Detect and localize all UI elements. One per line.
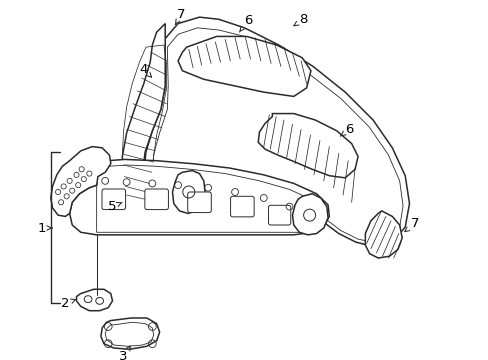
Polygon shape [122,23,165,203]
FancyBboxPatch shape [102,189,125,210]
Text: 8: 8 [293,13,307,26]
Polygon shape [76,289,112,311]
Polygon shape [178,36,310,96]
FancyBboxPatch shape [230,196,254,217]
Polygon shape [143,17,408,247]
Polygon shape [51,147,111,216]
Polygon shape [172,171,204,213]
Text: 6: 6 [340,123,353,136]
FancyBboxPatch shape [268,205,290,225]
Polygon shape [69,159,329,235]
Text: 3: 3 [119,346,130,360]
Text: 4: 4 [139,63,151,77]
Ellipse shape [84,296,92,302]
FancyBboxPatch shape [187,192,211,212]
Polygon shape [365,211,402,258]
Polygon shape [292,194,327,235]
Text: 7: 7 [175,9,185,24]
Text: 5: 5 [108,200,122,213]
Text: 1: 1 [38,221,52,234]
Text: 2: 2 [61,297,75,310]
Text: 6: 6 [239,14,252,32]
Text: 7: 7 [404,217,419,231]
Polygon shape [101,318,159,349]
FancyBboxPatch shape [144,189,168,210]
Polygon shape [258,113,357,178]
Ellipse shape [96,297,103,304]
